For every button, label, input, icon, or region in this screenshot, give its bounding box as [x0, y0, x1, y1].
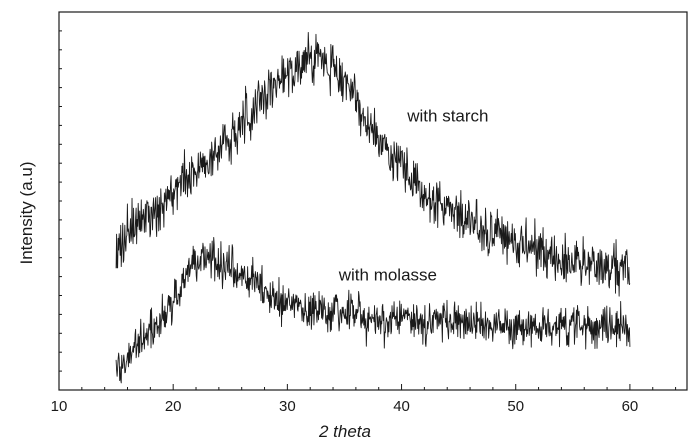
x-axis-ticks — [58, 384, 677, 390]
y-minor-ticks — [59, 30, 62, 372]
x-axis-tick-labels: 10 20 30 40 50 60 — [51, 398, 639, 415]
series-line-with-starch — [115, 31, 631, 297]
x-tick-label: 60 — [622, 398, 639, 415]
x-tick-label: 40 — [393, 398, 410, 415]
y-axis-title: Intensity (a.u) — [17, 162, 36, 265]
series-annotations: with starch with molasse — [338, 107, 489, 285]
x-tick-label: 30 — [279, 398, 296, 415]
series-label-with-molasse: with molasse — [338, 265, 437, 284]
x-tick-label: 50 — [507, 398, 524, 415]
series-lines — [115, 31, 631, 384]
series-label-with-starch: with starch — [406, 107, 488, 126]
series-line-with-molasse — [115, 236, 631, 384]
x-tick-label: 20 — [165, 398, 182, 415]
x-axis-title: 2 theta — [318, 422, 371, 441]
x-tick-label: 10 — [51, 398, 68, 415]
